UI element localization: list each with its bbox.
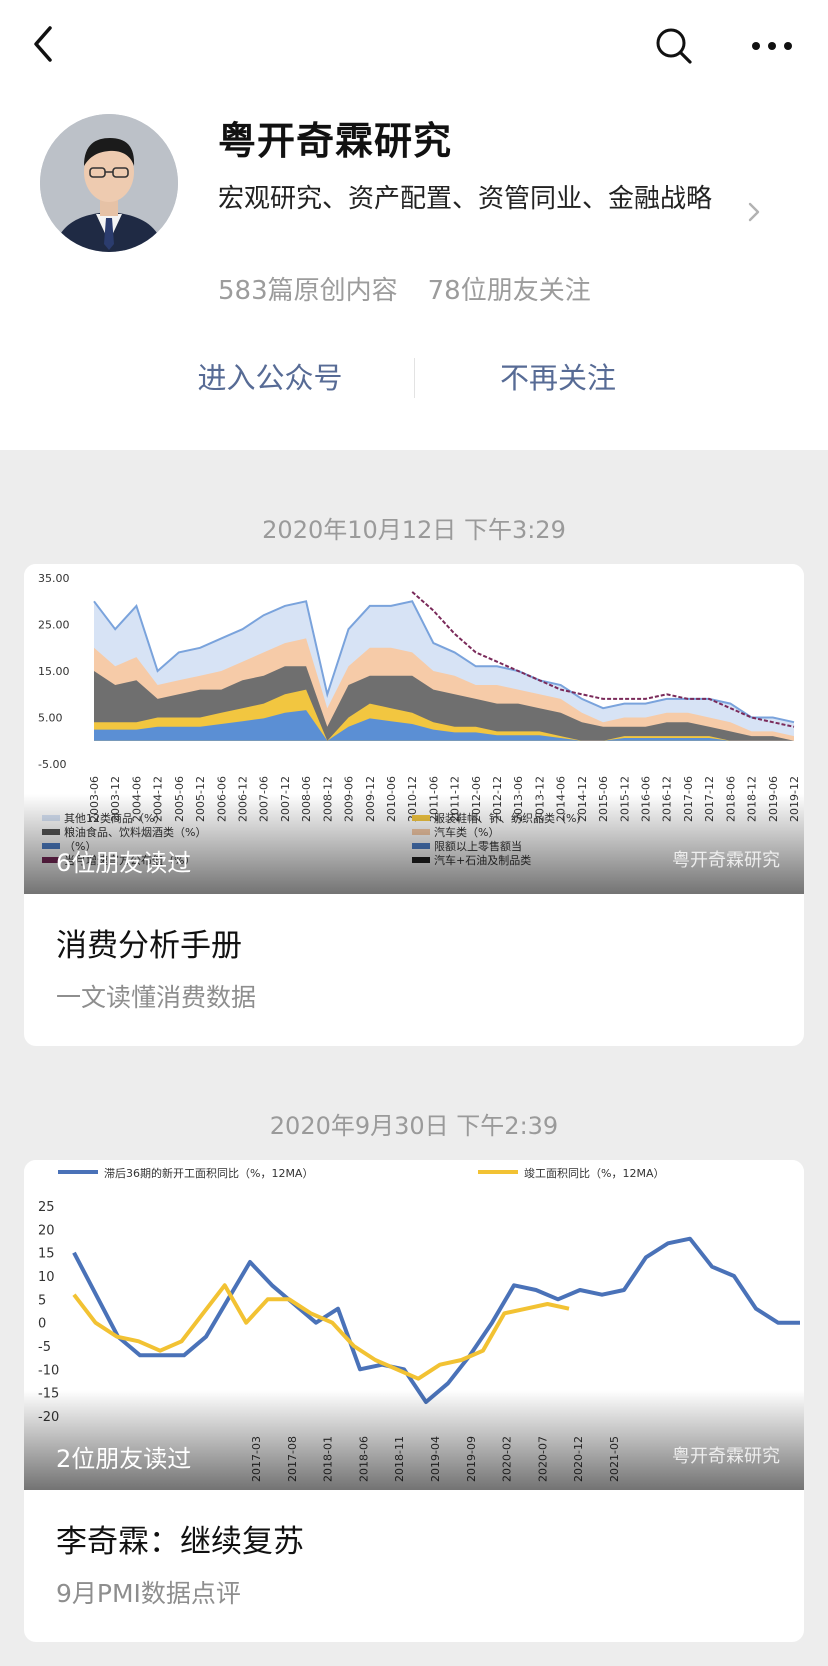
avatar[interactable] [40,114,178,252]
friends-read-count: 2位朋友读过 [56,1445,192,1473]
y-tick-label: -5.00 [38,758,66,771]
series-line [72,1236,800,1404]
cover-shade [24,1390,804,1490]
profile-detail-button[interactable] [744,198,764,226]
top-bar [0,0,828,92]
back-button[interactable] [26,20,66,68]
article-card[interactable]: 滞后36期的新开工面积同比（%，12MA） 竣工面积同比（%，12MA） 25 20 1… [24,1160,804,1642]
article-card[interactable]: 35.0025.0015.005.00-5.002003-062003-1220… [24,564,804,1046]
legend-label: 滞后36期的新开工面积同比（%，12MA） [104,1166,313,1180]
legend-label: 竣工面积同比（%，12MA） [524,1166,664,1180]
series-line [93,600,795,724]
action-row: 进入公众号 不再关注 [0,348,828,408]
more-button[interactable] [748,26,796,66]
cover-shade [24,794,804,894]
enter-account-button[interactable]: 进入公众号 [197,361,343,395]
watermark: 粤开奇霖研究 [672,850,780,871]
account-profile: 粤开奇霖研究 宏观研究、资产配置、资管同业、金融战略 583篇原创内容 78位朋友… [0,92,828,450]
account-stats: 583篇原创内容 78位朋友关注 [218,270,591,307]
account-name: 粤开奇霖研究 [218,119,453,163]
account-description[interactable]: 宏观研究、资产配置、资管同业、金融战略 [218,184,713,214]
y-tick-label: 15 [38,1247,55,1262]
friends-read-count: 6位朋友读过 [56,849,192,877]
article-subtitle: 一文读懂消费数据 [56,983,257,1012]
article-cover[interactable]: 滞后36期的新开工面积同比（%，12MA） 竣工面积同比（%，12MA） 25 20 1… [24,1160,804,1490]
y-tick-label: -10 [38,1363,59,1378]
chevron-right-icon [748,202,760,222]
chevron-left-icon [34,26,52,62]
post-date: 2020年9月30日 下午2:39 [269,1112,559,1140]
article-title[interactable]: 李奇霖：继续复苏 [56,1524,304,1560]
article-cover[interactable]: 35.0025.0015.005.00-5.002003-062003-1220… [24,564,804,894]
person-portrait-icon [40,114,178,252]
more-icon [752,42,792,50]
divider [414,358,415,398]
y-tick-label: 5.00 [38,712,63,725]
original-count: 583篇原创内容 [218,276,398,306]
y-tick-label: 25 [38,1200,55,1215]
y-tick-label: 25.00 [38,619,70,632]
post-date: 2020年10月12日 下午3:29 [262,516,566,544]
series-line [72,1283,570,1381]
series-line [411,591,795,728]
y-tick-label: 20 [38,1223,55,1238]
unfollow-button[interactable]: 不再关注 [499,361,616,395]
y-tick-label: 0 [38,1317,46,1332]
search-icon [656,28,692,64]
y-tick-label: 35.00 [38,572,70,585]
watermark: 粤开奇霖研究 [672,1446,780,1467]
y-tick-label: -5 [38,1340,51,1355]
article-subtitle: 9月PMI数据点评 [56,1579,241,1608]
search-button[interactable] [652,24,696,68]
friends-following: 78位朋友关注 [427,276,591,306]
y-tick-label: 15.00 [38,665,70,678]
area-series [94,710,794,741]
y-tick-label: 5 [38,1293,46,1308]
article-title[interactable]: 消费分析手册 [56,928,242,964]
y-tick-label: 10 [38,1270,55,1285]
